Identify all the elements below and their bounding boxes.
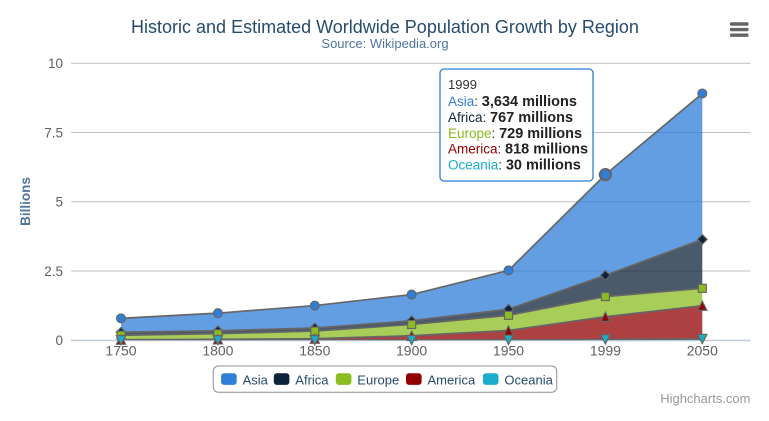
svg-text:America: 818 millions: America: 818 millions [448, 142, 588, 158]
svg-text:2050: 2050 [687, 343, 718, 359]
svg-text:1999: 1999 [590, 343, 621, 359]
svg-text:2.5: 2.5 [44, 264, 63, 279]
svg-text:0: 0 [55, 333, 63, 348]
svg-text:Africa: Africa [295, 373, 329, 388]
svg-text:1850: 1850 [299, 343, 330, 359]
svg-text:1900: 1900 [396, 343, 427, 359]
svg-text:Europe: Europe [357, 373, 399, 388]
svg-text:1800: 1800 [202, 343, 233, 359]
svg-text:Source: Wikipedia.org: Source: Wikipedia.org [321, 36, 448, 51]
svg-text:Oceania: Oceania [504, 373, 553, 388]
svg-text:Highcharts.com: Highcharts.com [660, 391, 750, 406]
svg-text:America: America [428, 373, 476, 388]
svg-text:1950: 1950 [493, 343, 524, 359]
svg-text:Europe: 729 millions: Europe: 729 millions [448, 126, 582, 142]
svg-text:Asia: Asia [243, 373, 269, 388]
svg-text:Historic and Estimated Worldwi: Historic and Estimated Worldwide Populat… [131, 17, 639, 37]
svg-text:5: 5 [55, 195, 63, 210]
svg-text:7.5: 7.5 [44, 125, 63, 140]
svg-text:1750: 1750 [105, 343, 136, 359]
svg-text:Oceania: 30 millions: Oceania: 30 millions [448, 158, 581, 174]
svg-text:Africa: 767 millions: Africa: 767 millions [448, 110, 573, 126]
svg-text:Billions: Billions [18, 177, 33, 226]
svg-text:Asia: 3,634 millions: Asia: 3,634 millions [448, 94, 577, 110]
svg-text:1999: 1999 [448, 77, 477, 92]
svg-text:10: 10 [48, 56, 63, 71]
